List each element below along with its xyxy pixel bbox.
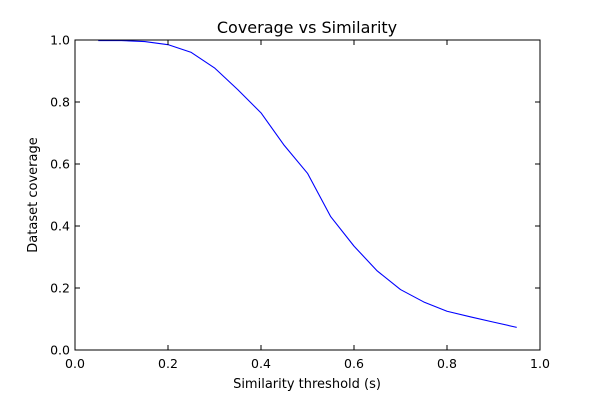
y-axis-label: Dataset coverage: [26, 137, 41, 252]
y-tick-label: 0.4: [50, 219, 70, 234]
y-tick-label: 0.8: [50, 95, 70, 110]
y-axis-ticks: 0.0 0.2 0.4 0.6 0.8 1.0: [50, 33, 540, 358]
plot-frame: [74, 39, 541, 351]
x-tick-label: 1.0: [530, 356, 550, 371]
y-tick-label: 0.2: [50, 281, 70, 296]
chart-title: Coverage vs Similarity: [217, 18, 397, 37]
x-axis-label: Similarity threshold (s): [233, 377, 381, 392]
x-tick-label: 0.8: [437, 356, 457, 371]
x-axis-ticks: 0.0 0.2 0.4 0.6 0.8 1.0: [65, 40, 550, 371]
plot-marks: [98, 40, 517, 328]
x-tick-label: 0.2: [158, 356, 178, 371]
x-tick-label: 0.6: [344, 356, 364, 371]
y-tick-label: 0.0: [50, 343, 70, 358]
y-tick-label: 1.0: [50, 33, 70, 48]
y-tick-label: 0.6: [50, 157, 70, 172]
x-tick-label: 0.0: [65, 356, 85, 371]
x-tick-label: 0.4: [251, 356, 271, 371]
series-line-0: [98, 40, 517, 328]
